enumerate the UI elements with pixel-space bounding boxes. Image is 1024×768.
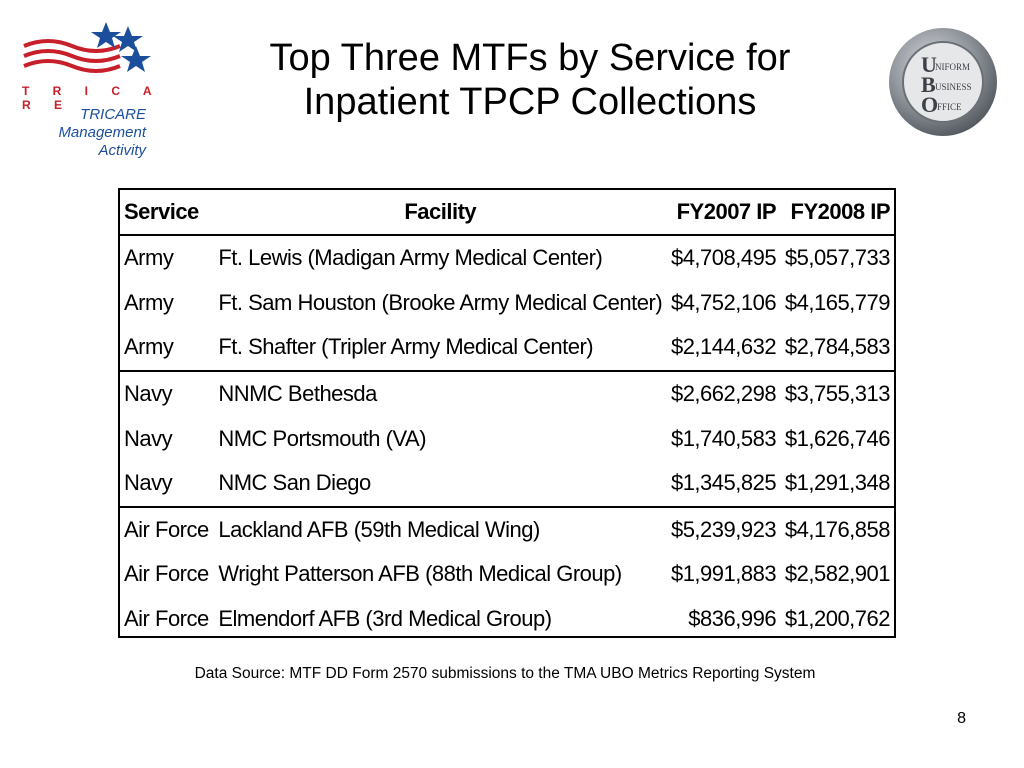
cell-service: Navy	[124, 381, 173, 407]
table-row: Air Force Elmendorf AFB (3rd Medical Gro…	[120, 597, 894, 642]
cell-fy2007: $836,996	[688, 606, 777, 632]
cell-fy2008: $3,755,313	[784, 381, 891, 407]
cell-fy2008: $2,582,901	[784, 561, 891, 587]
tricare-flag-icon	[23, 22, 151, 73]
cell-service: Army	[124, 289, 174, 315]
cell-fy2007: $1,740,583	[670, 425, 777, 451]
table-row: Navy NNMC Bethesda $2,662,298 $3,755,313	[120, 370, 894, 417]
page-number: 8	[957, 710, 966, 727]
cell-fy2008: $2,784,583	[784, 334, 891, 360]
table-row: Army Ft. Lewis (Madigan Army Medical Cen…	[120, 235, 894, 281]
cell-fy2008: $4,176,858	[784, 516, 891, 542]
svg-text:U: U	[921, 52, 937, 77]
cell-service: Army	[124, 334, 174, 360]
cell-fy2008: $1,626,746	[784, 425, 891, 451]
title-line-2: Inpatient TPCP Collections	[303, 81, 757, 123]
cell-fy2007: $4,708,495	[670, 245, 777, 271]
table-row: Air Force Wright Patterson AFB (88th Med…	[120, 552, 894, 597]
cell-facility: Ft. Lewis (Madigan Army Medical Center)	[218, 245, 603, 271]
cell-fy2008: $4,165,779	[784, 289, 891, 315]
svg-text:USINESS: USINESS	[935, 82, 972, 92]
cell-facility: Lackland AFB (59th Medical Wing)	[218, 516, 540, 542]
cell-fy2007: $4,752,106	[670, 289, 777, 315]
header-fy2007: FY2007 IP	[676, 199, 777, 224]
cell-fy2007: $1,345,825	[670, 470, 777, 496]
tma-tagline: TRICARE Management Activity	[18, 106, 146, 160]
cell-fy2007: $2,662,298	[670, 381, 777, 407]
header-service: Service	[124, 199, 199, 224]
table-row: Air Force Lackland AFB (59th Medical Win…	[120, 506, 894, 553]
table-row: Navy NMC Portsmouth (VA) $1,740,583 $1,6…	[120, 416, 894, 461]
table-row: Army Ft. Shafter (Tripler Army Medical C…	[120, 325, 894, 371]
svg-text:B: B	[921, 72, 936, 97]
tricare-logo: T R I C A R E TRICARE Management Activit…	[18, 16, 158, 166]
cell-service: Navy	[124, 470, 173, 496]
ubo-seal-icon: U NIFORM B USINESS O FFICE	[887, 26, 999, 138]
page-title: Top Three MTFs by Service for Inpatient …	[180, 36, 880, 124]
cell-facility: Ft. Sam Houston (Brooke Army Medical Cen…	[218, 289, 663, 315]
svg-text:NIFORM: NIFORM	[935, 62, 970, 72]
header-facility: Facility	[404, 199, 477, 224]
tma-line-3: Activity	[98, 142, 146, 159]
cell-fy2008: $5,057,733	[784, 245, 891, 271]
table-row: Navy NMC San Diego $1,345,825 $1,291,348	[120, 461, 894, 507]
tma-line-1: TRICARE	[80, 106, 146, 123]
mtf-collections-table: Service Facility FY2007 IP FY2008 IP Arm…	[118, 188, 896, 638]
cell-service: Air Force	[124, 516, 209, 542]
cell-service: Air Force	[124, 606, 209, 632]
cell-fy2007: $5,239,923	[670, 516, 777, 542]
tricare-wordmark: T R I C A R E	[22, 84, 162, 112]
cell-facility: Ft. Shafter (Tripler Army Medical Center…	[218, 334, 594, 360]
cell-fy2008: $1,291,348	[784, 470, 891, 496]
table-row: Army Ft. Sam Houston (Brooke Army Medica…	[120, 281, 894, 326]
cell-service: Navy	[124, 425, 173, 451]
title-line-1: Top Three MTFs by Service for	[269, 37, 791, 79]
tma-line-2: Management	[58, 124, 146, 141]
cell-service: Army	[124, 245, 174, 271]
header-fy2008: FY2008 IP	[790, 199, 891, 224]
cell-facility: NMC San Diego	[218, 470, 371, 496]
cell-facility: NNMC Bethesda	[218, 381, 377, 407]
data-source-note: Data Source: MTF DD Form 2570 submission…	[194, 665, 816, 682]
cell-facility: Wright Patterson AFB (88th Medical Group…	[218, 561, 622, 587]
table-header-row: Service Facility FY2007 IP FY2008 IP	[120, 190, 894, 235]
cell-facility: NMC Portsmouth (VA)	[218, 425, 427, 451]
cell-fy2007: $2,144,632	[670, 334, 777, 360]
svg-text:O: O	[921, 92, 938, 117]
cell-facility: Elmendorf AFB (3rd Medical Group)	[218, 606, 552, 632]
cell-fy2008: $1,200,762	[784, 606, 891, 632]
cell-fy2007: $1,991,883	[670, 561, 777, 587]
cell-service: Air Force	[124, 561, 209, 587]
svg-text:FFICE: FFICE	[937, 102, 962, 112]
